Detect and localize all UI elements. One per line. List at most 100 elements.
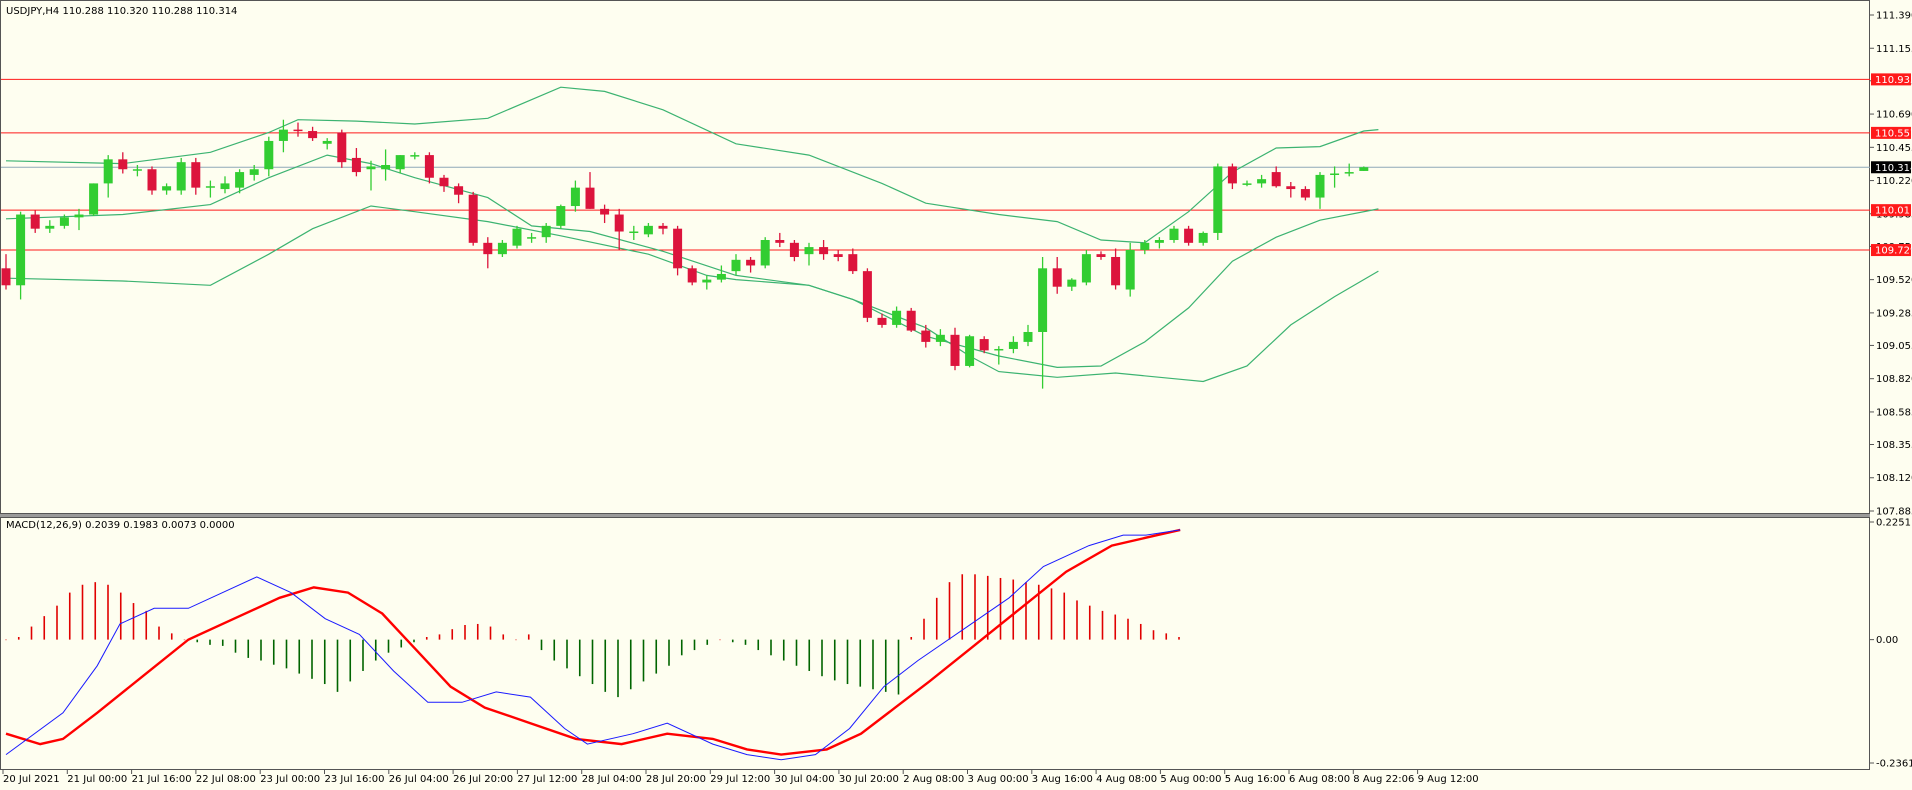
candle[interactable] xyxy=(322,138,332,150)
candle[interactable] xyxy=(191,157,201,195)
candle[interactable] xyxy=(1052,256,1062,294)
candle[interactable] xyxy=(351,148,361,177)
candle[interactable] xyxy=(439,174,449,192)
candle[interactable] xyxy=(614,208,624,250)
candle[interactable] xyxy=(600,204,610,224)
candle[interactable] xyxy=(395,155,405,174)
candle[interactable] xyxy=(965,334,975,368)
candle[interactable] xyxy=(643,223,653,238)
candle[interactable] xyxy=(454,183,464,204)
candle[interactable] xyxy=(979,336,989,354)
candle[interactable] xyxy=(906,307,916,332)
candle[interactable] xyxy=(512,225,522,249)
candle[interactable] xyxy=(235,169,245,194)
candle[interactable] xyxy=(1067,278,1077,291)
candle[interactable] xyxy=(585,172,595,209)
candle[interactable] xyxy=(1081,249,1091,286)
candle[interactable] xyxy=(1359,166,1369,171)
candle[interactable] xyxy=(483,237,493,269)
candle[interactable] xyxy=(1213,163,1223,241)
candle[interactable] xyxy=(716,265,726,283)
candle[interactable] xyxy=(629,225,639,241)
macd-panel[interactable]: 0.2251 0.00 -0.2361 MACD(12,26,9) 0.2039 0… xyxy=(0,517,1912,770)
candle[interactable] xyxy=(673,225,683,276)
candle[interactable] xyxy=(1096,251,1106,260)
candle[interactable] xyxy=(1227,163,1237,190)
candle[interactable] xyxy=(1,254,11,290)
candle[interactable] xyxy=(205,180,215,198)
candle[interactable] xyxy=(921,324,931,348)
candle[interactable] xyxy=(819,240,829,260)
candle[interactable] xyxy=(1344,163,1354,177)
candle[interactable] xyxy=(468,191,478,246)
candle[interactable] xyxy=(293,122,303,137)
candle[interactable] xyxy=(1257,174,1267,188)
candle[interactable] xyxy=(308,126,318,141)
candle[interactable] xyxy=(337,129,347,168)
candle[interactable] xyxy=(862,268,872,323)
candle[interactable] xyxy=(45,220,55,233)
candle[interactable] xyxy=(1315,172,1325,209)
candle[interactable] xyxy=(1140,240,1150,255)
candle[interactable] xyxy=(16,211,26,300)
candle[interactable] xyxy=(118,152,128,174)
candle[interactable] xyxy=(687,265,697,286)
candle[interactable] xyxy=(1286,181,1296,198)
candle[interactable] xyxy=(702,275,712,290)
candle[interactable] xyxy=(935,329,945,347)
candle[interactable] xyxy=(1330,166,1340,188)
candle[interactable] xyxy=(410,152,420,160)
candle[interactable] xyxy=(775,232,785,248)
candle[interactable] xyxy=(1300,186,1310,201)
candle[interactable] xyxy=(556,204,566,229)
candle[interactable] xyxy=(746,256,756,273)
candle[interactable] xyxy=(220,176,230,194)
candle[interactable] xyxy=(249,165,259,181)
candle[interactable] xyxy=(30,210,40,233)
candle[interactable] xyxy=(994,346,1004,365)
candle[interactable] xyxy=(658,223,668,235)
candle[interactable] xyxy=(570,180,580,212)
candle[interactable] xyxy=(103,155,113,198)
candle[interactable] xyxy=(366,160,376,191)
candle[interactable] xyxy=(1198,231,1208,246)
candle[interactable] xyxy=(1008,336,1018,354)
candle[interactable] xyxy=(804,242,814,266)
candle[interactable] xyxy=(1023,324,1033,347)
candle[interactable] xyxy=(1038,256,1048,389)
candle[interactable] xyxy=(760,237,770,269)
candle[interactable] xyxy=(527,232,537,243)
candle[interactable] xyxy=(162,183,172,195)
candle[interactable] xyxy=(848,248,858,274)
candle[interactable] xyxy=(278,119,288,153)
candle[interactable] xyxy=(497,240,507,257)
candle[interactable] xyxy=(132,165,142,177)
candle[interactable] xyxy=(789,240,799,262)
candle[interactable] xyxy=(59,214,69,229)
candle[interactable] xyxy=(950,327,960,371)
candlesticks[interactable] xyxy=(1,119,1369,389)
candle[interactable] xyxy=(1125,242,1135,297)
candle[interactable] xyxy=(381,149,391,181)
candle[interactable] xyxy=(424,152,434,184)
candle[interactable] xyxy=(877,313,887,328)
candle[interactable] xyxy=(1111,248,1121,290)
candle[interactable] xyxy=(833,249,843,262)
candle[interactable] xyxy=(147,166,157,195)
candle[interactable] xyxy=(1242,180,1252,187)
price-panel[interactable]: 111.390111.155110.925110.690110.455110.2… xyxy=(0,0,1912,518)
horizontal-levels[interactable]: 110.935 110.557 110.011 109.729 110.314 xyxy=(1,73,1912,257)
panel-separator[interactable] xyxy=(0,514,1870,517)
candle[interactable] xyxy=(74,208,84,231)
candle[interactable] xyxy=(176,157,186,195)
candle[interactable] xyxy=(89,183,99,216)
candle[interactable] xyxy=(892,306,902,328)
candle[interactable] xyxy=(1271,166,1281,188)
candle[interactable] xyxy=(1154,237,1164,249)
candle[interactable] xyxy=(1184,225,1194,246)
candle[interactable] xyxy=(264,136,274,177)
candle[interactable] xyxy=(1169,225,1179,243)
candle[interactable] xyxy=(731,254,741,276)
candle[interactable] xyxy=(541,223,551,243)
